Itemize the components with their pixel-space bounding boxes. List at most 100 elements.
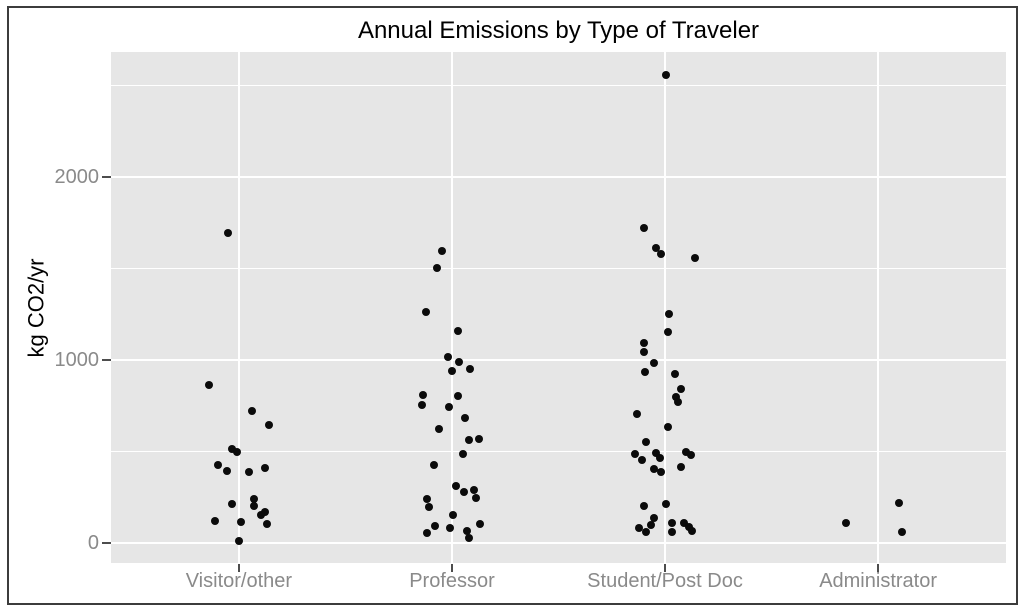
y-axis-tick-label: 2000 (54, 165, 100, 188)
data-point (842, 518, 851, 527)
data-point (222, 466, 231, 475)
x-axis-tick-mark (237, 564, 240, 572)
x-axis-tick-mark (664, 564, 666, 572)
data-point (249, 502, 258, 511)
data-point (671, 369, 679, 378)
gridline-minor-horizontal (111, 84, 1006, 86)
data-point (453, 391, 462, 400)
data-point (244, 468, 253, 477)
data-point (664, 328, 672, 337)
x-axis-tick-label: Administrator (819, 570, 937, 592)
x-axis-tick-label: Professor (409, 570, 495, 592)
data-point (682, 448, 690, 457)
data-point (453, 326, 462, 335)
data-point (641, 367, 649, 376)
data-point (454, 357, 463, 366)
y-axis-title-area: kg CO2/yr (20, 52, 54, 563)
data-point (464, 534, 473, 543)
data-point (640, 338, 648, 347)
y-axis-title: kg CO2/yr (24, 257, 49, 358)
data-point (640, 347, 648, 356)
data-point (652, 244, 660, 253)
gridline-major-horizontal (111, 358, 1006, 361)
data-point (422, 528, 431, 537)
data-point (437, 247, 446, 256)
data-point (471, 494, 480, 503)
data-point (232, 448, 241, 457)
data-point (665, 310, 673, 319)
data-point (213, 461, 222, 470)
gridline-major-horizontal (111, 175, 1006, 178)
data-point (638, 455, 646, 464)
data-point (434, 424, 443, 433)
gridline-major-horizontal (111, 541, 1006, 544)
data-point (422, 494, 431, 503)
data-point (432, 264, 441, 273)
data-point (260, 507, 269, 516)
data-point (234, 537, 243, 546)
y-axis-tick-mark (102, 541, 111, 544)
data-point (451, 482, 460, 491)
x-axis-tick-mark (450, 564, 453, 572)
data-point (421, 308, 430, 317)
data-point (227, 444, 236, 453)
data-point (458, 450, 467, 459)
data-point (668, 518, 676, 527)
gridline-major-vertical (664, 52, 666, 563)
x-axis-tick-label: Visitor/other (185, 570, 293, 592)
data-point (227, 500, 236, 509)
data-point (691, 254, 699, 263)
data-point (210, 516, 219, 525)
data-point (260, 463, 269, 472)
data-point (650, 358, 658, 367)
data-point (249, 494, 258, 503)
data-point (657, 467, 665, 476)
data-point (650, 464, 658, 473)
data-point (418, 390, 427, 399)
gridline-minor-horizontal (111, 450, 1006, 452)
data-point (633, 409, 641, 418)
data-point (447, 366, 456, 375)
chart-title: Annual Emissions by Type of Traveler (357, 17, 760, 44)
gridline-major-vertical (450, 52, 453, 563)
data-point (650, 514, 658, 523)
data-point (223, 228, 232, 237)
data-point (459, 487, 468, 496)
data-point (664, 422, 672, 431)
data-point (668, 527, 676, 536)
data-point (640, 502, 648, 511)
data-point (657, 249, 665, 258)
y-axis-tick-label: 0 (87, 531, 99, 554)
data-point (256, 511, 265, 520)
data-point (445, 524, 454, 533)
data-point (631, 450, 639, 459)
gridline-minor-horizontal (111, 267, 1006, 269)
data-point (236, 517, 245, 526)
data-point (430, 522, 439, 531)
y-axis-tick-mark (102, 175, 111, 178)
data-point (465, 365, 474, 374)
data-point (424, 503, 433, 512)
data-point (895, 498, 904, 507)
data-point (444, 403, 453, 412)
data-point (688, 526, 696, 535)
data-point (464, 436, 473, 445)
plot-panel (111, 52, 1006, 563)
data-point (462, 526, 471, 535)
data-point (677, 462, 685, 471)
data-point (474, 434, 483, 443)
data-point (247, 407, 256, 416)
x-axis-tick-label: Student/Post Doc (587, 570, 743, 592)
data-point (672, 392, 680, 401)
data-point (642, 527, 650, 536)
gridline-major-vertical (237, 52, 240, 563)
data-point (635, 524, 643, 533)
y-axis-tick-label: 1000 (54, 348, 100, 371)
data-point (687, 451, 695, 460)
data-point (680, 518, 688, 527)
data-point (640, 224, 648, 233)
data-point (443, 353, 452, 362)
data-point (262, 519, 271, 528)
data-point (475, 519, 484, 528)
data-point (677, 385, 685, 394)
